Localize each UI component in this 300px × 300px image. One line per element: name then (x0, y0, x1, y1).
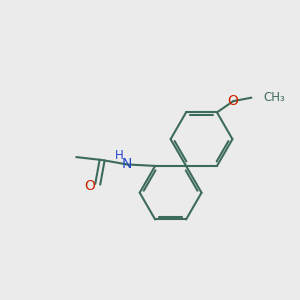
Text: CH₃: CH₃ (264, 91, 286, 104)
Text: H: H (115, 148, 123, 161)
Text: N: N (122, 158, 132, 171)
Text: O: O (228, 94, 238, 108)
Text: O: O (84, 178, 95, 193)
